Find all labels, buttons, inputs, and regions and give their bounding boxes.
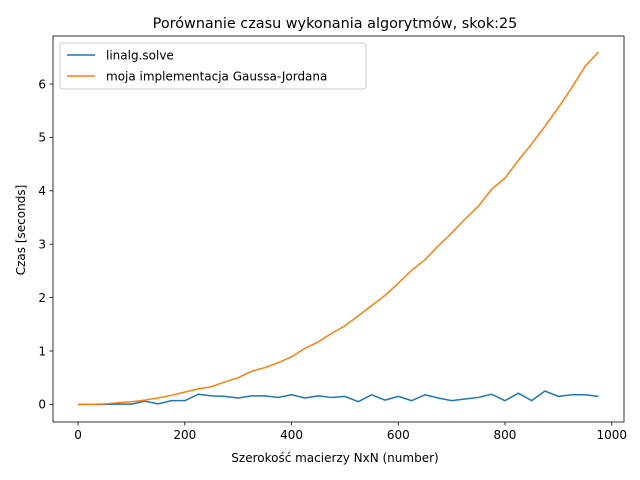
y-tick-label: 5 <box>38 131 46 145</box>
x-axis-title: Szerokość macierzy NxN (number) <box>231 451 438 465</box>
legend-box <box>59 42 367 90</box>
y-tick-label: 3 <box>38 238 46 252</box>
plot-area: 0 200 400 600 800 1000 0 1 2 3 4 5 6 <box>38 35 627 442</box>
y-tick-label: 0 <box>38 398 46 412</box>
y-axis-title: Czas [seconds] <box>14 185 28 276</box>
x-tick-label: 200 <box>173 428 196 442</box>
x-tick-label: 1000 <box>596 428 627 442</box>
series-line-1 <box>78 51 599 406</box>
y-tick-label: 1 <box>38 344 46 358</box>
y-tick-label: 6 <box>38 77 46 91</box>
x-tick-label: 400 <box>280 428 303 442</box>
x-tick-label: 600 <box>387 428 410 442</box>
chart-title: Porównanie czasu wykonania algorytmów, s… <box>153 16 518 32</box>
y-tick-label: 4 <box>38 184 46 198</box>
x-tick-label: 800 <box>494 428 517 442</box>
x-tick-label: 0 <box>74 428 82 442</box>
legend: linalg.solve moja implementacja Gaussa-Jo… <box>59 42 367 90</box>
legend-label-1: moja implementacja Gaussa-Jordana <box>106 69 327 83</box>
plot-frame <box>52 35 625 423</box>
legend-label-0: linalg.solve <box>106 48 174 62</box>
y-tick-label: 2 <box>38 291 46 305</box>
series-line-0 <box>78 390 599 406</box>
